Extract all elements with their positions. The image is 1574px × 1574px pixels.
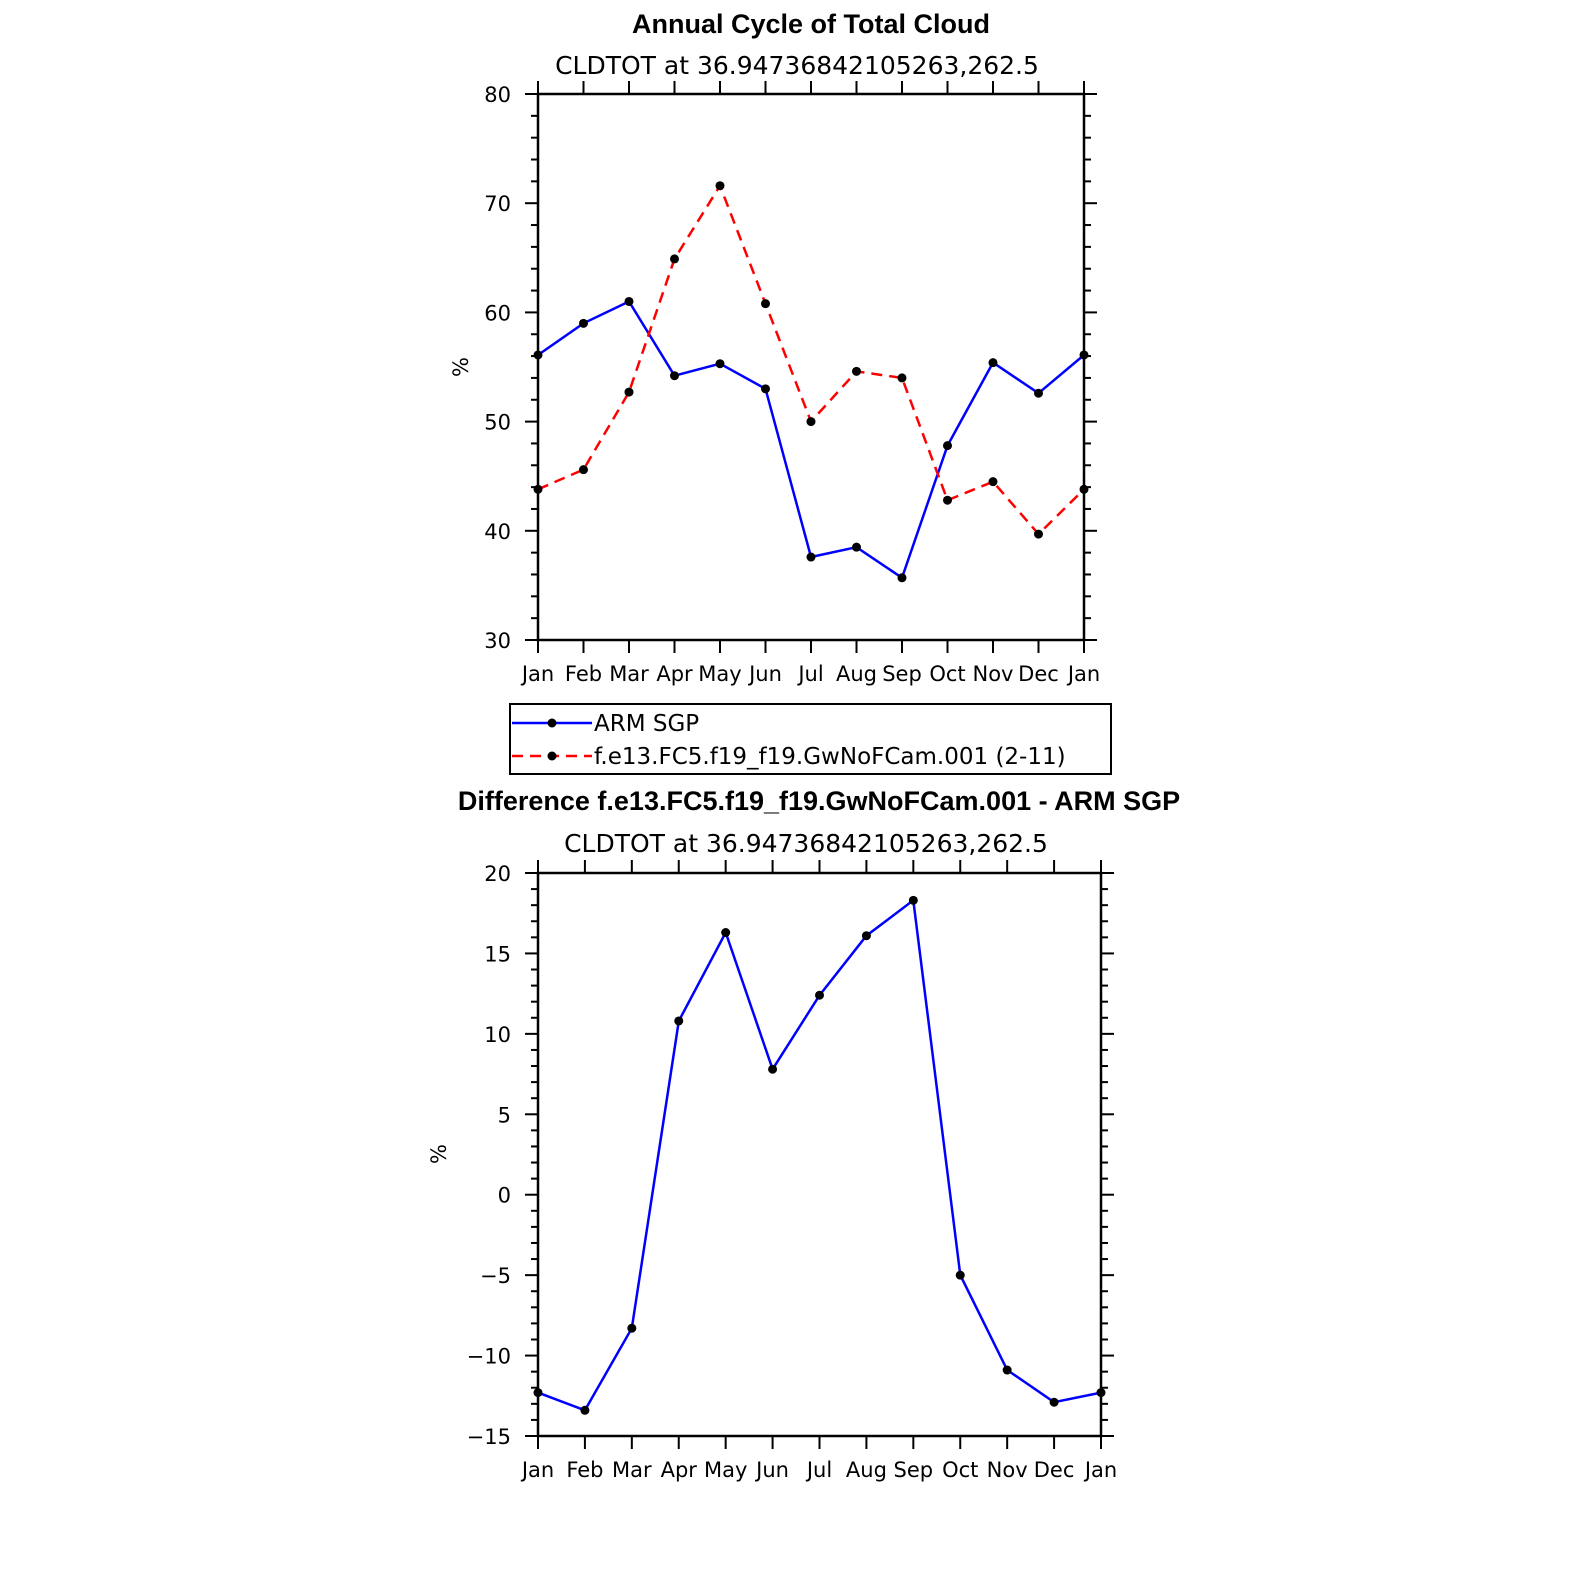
top-chart-series-0-point (1034, 388, 1043, 398)
legend-marker-arm-sgp (547, 718, 557, 728)
top-chart-ytick-label: 50 (484, 411, 511, 435)
top-chart-series-0-point (624, 296, 634, 306)
top-chart-ytick-label: 30 (484, 629, 511, 653)
top-chart-series-line-0 (537, 299, 1085, 580)
bottom-chart-xtick-label: Aug (846, 1458, 887, 1482)
top-chart-subtitle: CLDTOT at 36.94736842105263,262.5 (555, 51, 1039, 80)
top-chart-xtick-label: Jan (520, 662, 554, 686)
top-chart-xtick-label: Oct (929, 662, 965, 686)
bottom-chart-series-0-point (674, 1016, 684, 1026)
top-chart-series-1-point (897, 373, 907, 383)
legend-label-arm-sgp: ARM SGP (594, 711, 699, 737)
legend-label-model: f.e13.FC5.f19_f19.GwNoFCam.001 (2-11) (594, 744, 1066, 770)
top-chart-xtick-label: Sep (882, 662, 922, 686)
top-chart-ytick-label: 80 (484, 83, 511, 107)
bottom-chart-series-0-point (768, 1064, 778, 1074)
top-chart-xtick-label: Jun (747, 662, 782, 686)
top-chart-series-0-point (1079, 350, 1089, 360)
bottom-chart-series-0-point (1049, 1397, 1059, 1407)
top-chart-series-1-point (943, 495, 952, 505)
top-chart-xtick-label: Feb (565, 662, 602, 686)
bottom-chart-series-0-point (627, 1323, 637, 1333)
bottom-chart-series-0-point (580, 1405, 590, 1415)
bottom-chart-subtitle: CLDTOT at 36.94736842105263,262.5 (564, 829, 1048, 858)
top-chart-series-1-point (988, 477, 998, 487)
bottom-chart-xtick-label: May (704, 1458, 747, 1482)
bottom-chart-ytick-label: −5 (480, 1264, 511, 1288)
top-chart-series-1-point (670, 254, 679, 264)
bottom-chart-xtick-label: Nov (987, 1458, 1028, 1482)
top-chart-xtick-label: Jul (796, 662, 823, 686)
bottom-chart-title: Difference f.e13.FC5.f19_f19.GwNoFCam.00… (458, 786, 1180, 816)
top-chart-series-1-point (1034, 529, 1043, 539)
top-chart-series-1-point (761, 299, 770, 309)
top-chart-series-1-point (715, 181, 725, 191)
top-chart-series-1-point (579, 465, 588, 475)
bottom-chart-xtick-label: Sep (894, 1458, 934, 1482)
bottom-chart-xtick-label: Jan (520, 1458, 554, 1482)
bottom-chart-ylabel: % (427, 1144, 451, 1164)
top-chart-series-1-point (624, 387, 634, 397)
top-chart-xtick-label: Mar (609, 662, 649, 686)
legend: ARM SGP f.e13.FC5.f19_f19.GwNoFCam.001 (… (509, 703, 1112, 775)
top-chart-series-0-point (533, 350, 543, 360)
bottom-chart-xtick-label: Oct (942, 1458, 978, 1482)
top-chart-series-0-point (806, 552, 816, 562)
top-chart-series-0-point (670, 371, 679, 381)
bottom-chart-series-0-point (533, 1388, 543, 1398)
top-chart-xtick-label: Jan (1066, 662, 1100, 686)
top-chart-ytick-label: 60 (484, 301, 511, 325)
bottom-chart-ytick-label: 5 (498, 1103, 511, 1127)
bottom-chart-xtick-label: Feb (566, 1458, 603, 1482)
bottom-chart-series-line-0 (537, 898, 1102, 1412)
bottom-chart-series-0-point (1002, 1365, 1012, 1375)
bottom-chart-xtick-label: Mar (612, 1458, 652, 1482)
bottom-chart-ytick-label: 10 (484, 1023, 511, 1047)
top-chart-series-1-point (806, 417, 816, 427)
bottom-chart-series-0-point (815, 990, 824, 1000)
bottom-chart-xtick-label: Jan (1083, 1458, 1117, 1482)
top-chart-series-line-1 (537, 182, 1085, 536)
bottom-chart-plot: −15 −10 −5 0 5 10 15 20 Jan Feb Mar Apr May Jun Jul Aug… (467, 860, 1117, 1482)
top-chart-title: Annual Cycle of Total Cloud (632, 9, 990, 39)
top-chart-series-1-point (533, 484, 543, 494)
top-chart-series-0-point (943, 441, 952, 451)
top-chart-ytick-label: 40 (484, 520, 511, 544)
top-chart-ylabel: % (449, 357, 473, 377)
bottom-chart-series-0-point (1096, 1388, 1106, 1398)
top-chart-xtick-label: Aug (836, 662, 877, 686)
top-chart-xtick-label: Apr (656, 662, 693, 686)
bottom-chart-series-0-point (721, 928, 731, 938)
bottom-chart-ytick-label: 15 (484, 942, 511, 966)
top-chart-xtick-label: Nov (973, 662, 1014, 686)
top-chart-series-0-point (988, 358, 998, 368)
legend-box (509, 703, 1112, 775)
legend-marker-model (547, 751, 557, 761)
top-chart-series-1-point (852, 366, 861, 376)
top-chart-series-0-point (715, 359, 725, 369)
bottom-chart-xtick-label: Dec (1034, 1458, 1075, 1482)
top-chart-ytick-label: 70 (484, 192, 511, 216)
bottom-chart-ytick-label: −10 (467, 1345, 511, 1369)
bottom-chart-xtick-label: Apr (661, 1458, 698, 1482)
top-chart-plot: 30 40 50 60 70 80 Jan Feb Mar Apr May Jun Jul Aug Sep O… (484, 81, 1100, 686)
bottom-chart-xtick-label: Jul (805, 1458, 832, 1482)
bottom-chart-ytick-label: −15 (467, 1425, 511, 1449)
bottom-chart-series-0-point (908, 895, 918, 905)
bottom-chart-plot-frame (536, 871, 1103, 1438)
bottom-chart-series-0-point (861, 931, 871, 941)
top-chart-xtick-label: Dec (1018, 662, 1059, 686)
bottom-chart-ytick-label: 20 (484, 862, 511, 886)
top-chart-series-0-point (897, 573, 907, 583)
top-chart-series-0-point (761, 384, 770, 394)
top-chart-series-1-point (1079, 484, 1089, 494)
bottom-chart-series-0-point (955, 1270, 965, 1280)
top-chart-series-0-point (852, 542, 861, 552)
bottom-chart-xtick-label: Jun (754, 1458, 789, 1482)
bottom-chart-ytick-label: 0 (498, 1184, 511, 1208)
top-chart-xtick-label: May (698, 662, 741, 686)
top-chart-series-0-point (579, 318, 588, 328)
